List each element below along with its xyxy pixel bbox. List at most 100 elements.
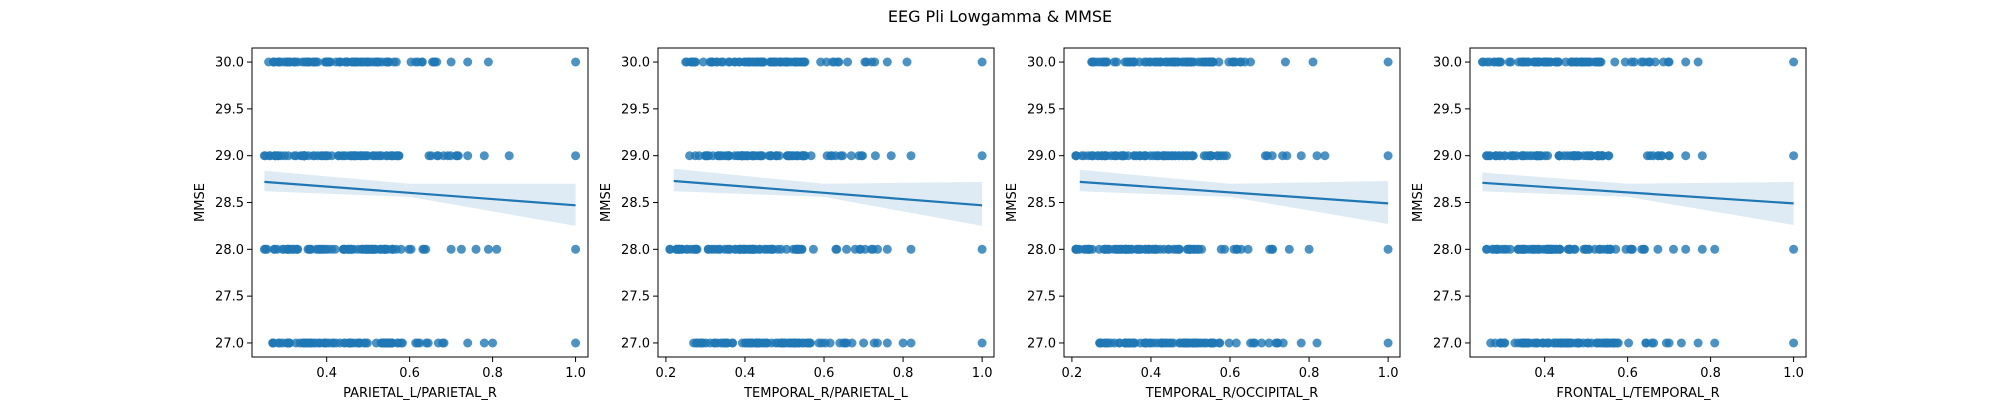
regression-line [1482, 181, 1794, 205]
data-point [380, 338, 390, 348]
data-point [479, 151, 489, 161]
data-point [1296, 151, 1306, 161]
data-point [1789, 151, 1799, 161]
data-point [1257, 338, 1267, 348]
data-point [1650, 57, 1660, 67]
data-point [1579, 244, 1589, 254]
data-point [882, 244, 892, 254]
data-point [1125, 57, 1135, 67]
data-point [1572, 57, 1582, 67]
data-point [361, 57, 371, 67]
regression-line [1079, 180, 1389, 205]
data-point [902, 57, 912, 67]
data-point [1681, 151, 1691, 161]
data-point [319, 244, 329, 254]
data-point [415, 338, 425, 348]
data-point [339, 244, 349, 254]
data-point [374, 57, 384, 67]
data-point [820, 338, 830, 348]
data-point [1264, 338, 1274, 348]
y-tick-label: 27.5 [215, 290, 244, 305]
data-point [272, 244, 282, 254]
data-point [1604, 151, 1614, 161]
data-point [1589, 57, 1599, 67]
y-tick-label: 27.5 [1433, 290, 1462, 305]
data-point [1595, 244, 1605, 254]
data-point [1693, 338, 1703, 348]
data-point [759, 338, 769, 348]
x-tick-label: 1.0 [1783, 366, 1804, 381]
data-point [842, 244, 852, 254]
y-tick-label: 29.5 [215, 102, 244, 117]
data-point [1201, 57, 1210, 67]
data-point [1193, 244, 1203, 254]
data-point [1710, 244, 1720, 254]
data-point [789, 338, 799, 348]
data-point [1482, 244, 1492, 254]
data-point [259, 151, 269, 161]
data-point [396, 244, 406, 254]
data-point [1079, 151, 1089, 161]
x-axis-label: TEMPORAL_R/PARIETAL_L [743, 386, 909, 400]
x-tick-label: 0.6 [1617, 366, 1638, 381]
data-point [1496, 338, 1505, 348]
x-tick-label: 0.8 [1299, 366, 1320, 381]
x-tick-label: 1.0 [565, 366, 586, 381]
scatter-points [1477, 57, 1799, 348]
data-point [720, 244, 730, 254]
y-tick-label: 28.0 [215, 243, 244, 258]
data-point [838, 151, 848, 161]
data-point [1664, 338, 1674, 348]
data-point [1158, 151, 1168, 161]
data-point [870, 151, 880, 161]
y-tick-label: 29.5 [1027, 102, 1056, 117]
data-point [1645, 151, 1655, 161]
data-point [767, 338, 777, 348]
y-tick-label: 28.5 [621, 196, 650, 211]
data-point [418, 244, 428, 254]
y-tick-label: 28.0 [1027, 243, 1056, 258]
data-point [795, 244, 805, 254]
data-point [396, 338, 406, 348]
data-point [1141, 151, 1151, 161]
data-point [259, 244, 269, 254]
y-tick-label: 27.0 [1027, 336, 1056, 351]
data-point [1209, 338, 1219, 348]
y-tick-label: 28.0 [621, 243, 650, 258]
data-point [701, 338, 711, 348]
data-point [381, 57, 391, 67]
data-point [816, 57, 826, 67]
y-tick-label: 29.5 [1433, 102, 1462, 117]
data-point [1636, 57, 1646, 67]
data-point [456, 244, 466, 254]
y-tick-label: 29.0 [1027, 149, 1056, 164]
x-tick-label: 0.2 [1062, 366, 1083, 381]
data-point [1214, 57, 1224, 67]
data-point [349, 244, 359, 254]
y-tick-label: 29.0 [215, 149, 244, 164]
data-point [463, 57, 473, 67]
data-point [719, 338, 729, 348]
data-point [1228, 57, 1238, 67]
data-point [798, 338, 808, 348]
data-point [977, 57, 987, 67]
data-point [1109, 338, 1119, 348]
chart-panel-1: 0.4 0.6 0.8 1.0 27.0 27.5 28.0 28.5 29.0 29.5 30.0… [193, 47, 589, 400]
data-point [1611, 244, 1621, 254]
data-point [423, 338, 433, 348]
data-point [1567, 338, 1577, 348]
y-axis-label: MMSE [193, 183, 208, 222]
data-point [438, 338, 448, 348]
data-point [772, 57, 781, 67]
y-tick-label: 30.0 [1433, 56, 1462, 71]
y-axis-label: MMSE [1411, 183, 1426, 222]
data-point [1207, 57, 1217, 67]
data-point [780, 338, 790, 348]
data-point [443, 151, 453, 161]
data-point [834, 57, 844, 67]
data-point [571, 338, 581, 348]
data-point [788, 151, 798, 161]
data-point [1206, 151, 1216, 161]
data-point [471, 244, 481, 254]
data-point [282, 338, 292, 348]
